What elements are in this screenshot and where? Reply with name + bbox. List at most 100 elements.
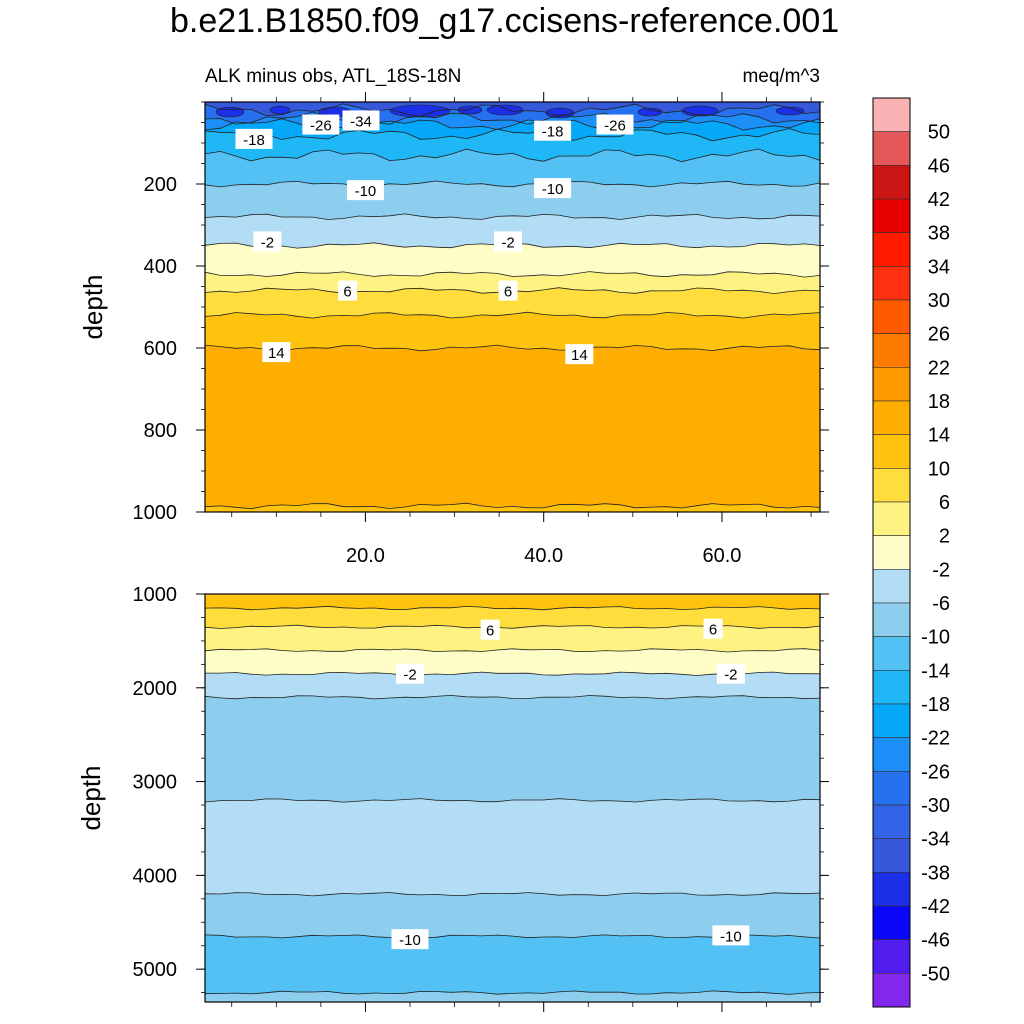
colorbar-label: 50	[928, 122, 950, 144]
surface-minimum	[215, 106, 245, 118]
colorbar-label: -18	[921, 694, 950, 716]
colorbar-swatch	[872, 939, 911, 974]
contour-label: 6	[709, 622, 717, 639]
contour-label: -2	[403, 667, 416, 684]
lower-contour-bands	[205, 594, 820, 1002]
ytick-label: 3000	[133, 772, 178, 794]
lower-panel: 6 6 -2 -2 -10 -10 1000 2000 3000 4000 5000 depth	[76, 584, 829, 1012]
contour-label: -18	[542, 124, 564, 141]
lower-plot-frame	[204, 593, 821, 1003]
colorbar-swatch	[872, 771, 911, 806]
contour-line	[204, 148, 821, 163]
colorbar-swatch	[872, 703, 911, 738]
colorbar-swatch	[872, 232, 911, 267]
colorbar-frame	[872, 97, 911, 1008]
colorbar-label: 10	[928, 458, 950, 480]
ytick-label: 5000	[133, 959, 178, 981]
contour-line	[204, 111, 821, 125]
colorbar-swatch	[872, 602, 911, 637]
contour-band	[205, 503, 820, 512]
colorbar-swatch	[872, 367, 911, 402]
colorbar-label: 22	[928, 357, 950, 379]
contour-line	[204, 311, 821, 319]
colorbar-label: -14	[921, 660, 950, 682]
surface-minimum	[389, 104, 451, 118]
colorbar-label: -42	[921, 896, 950, 918]
contour-line	[204, 892, 821, 897]
contour-band	[205, 934, 820, 1002]
colorbar-label: 38	[928, 223, 950, 245]
chart-title: b.e21.B1850.f09_g17.ccisens-reference.00…	[170, 2, 840, 40]
contour-line	[204, 648, 821, 653]
xtick-label: 60.0	[702, 545, 741, 567]
surface-minimum	[269, 105, 291, 115]
ytick-label: 2000	[133, 678, 178, 700]
contour-label: -2	[724, 667, 737, 684]
lower-contour-labels: 6 6 -2 -2 -10 -10	[391, 618, 750, 950]
colorbar-swatch	[872, 333, 911, 368]
contour-band	[205, 345, 820, 512]
colorbar-label: 30	[928, 290, 950, 312]
upper-contour-labels: -18-26 -34-18 -26-10 -10-2 -26 614 14	[235, 110, 634, 365]
contour-line	[204, 990, 821, 995]
colorbar-label: 14	[928, 425, 950, 447]
colorbar-swatch	[872, 973, 911, 1008]
colorbar-swatch	[872, 266, 911, 301]
ytick-label: 600	[144, 338, 177, 360]
contour-line	[204, 180, 821, 188]
contour-label-box	[235, 128, 273, 149]
ytick-label: 1000	[133, 502, 178, 524]
contour-label: -26	[604, 118, 626, 135]
contour-label: -2	[261, 234, 274, 251]
colorbar-label: -10	[921, 627, 950, 649]
xtick-label: 40.0	[524, 545, 563, 567]
contour-label: -10	[542, 181, 564, 198]
ytick-label: 400	[144, 256, 177, 278]
contour-band	[205, 990, 820, 1002]
upper-axes: 200 400 600 800 1000 20.0 40.0 60.0	[133, 92, 829, 567]
colorbar-swatch	[872, 872, 911, 907]
colorbar-label: -2	[932, 559, 950, 581]
colorbar-swatch	[872, 131, 911, 166]
lower-axes: 1000 2000 3000 4000 5000	[133, 584, 829, 1012]
contour-label: 6	[343, 284, 351, 301]
contour-line	[204, 213, 821, 220]
contour-label: -10	[355, 183, 377, 200]
colorbar-swatch	[872, 299, 911, 334]
contour-label-box	[498, 280, 518, 301]
colorbar-label: -6	[932, 593, 950, 615]
colorbar-label: 42	[928, 189, 950, 211]
ytick-label: 4000	[133, 865, 178, 887]
colorbar: 50 46 42 38 34 30 26 22 18 14 10 6 2 -2 -6 -10 -14 -18 -22…	[872, 97, 950, 1008]
upper-ylabel: depth	[78, 274, 108, 339]
surface-minimum	[775, 106, 805, 116]
contour-line	[204, 798, 821, 803]
contour-label-box	[302, 114, 340, 135]
contour-label: -34	[350, 113, 372, 130]
contour-label: 14	[571, 347, 588, 364]
ytick-label: 200	[144, 174, 177, 196]
colorbar-swatch	[872, 501, 911, 536]
colorbar-label: 26	[928, 324, 950, 346]
colorbar-label: 18	[928, 391, 950, 413]
colorbar-label: -46	[921, 930, 950, 952]
colorbar-swatch	[872, 468, 911, 503]
colorbar-label: -30	[921, 795, 950, 817]
contour-label-box	[338, 280, 358, 301]
colorbar-label: 34	[928, 256, 950, 278]
ytick-label: 1000	[133, 584, 178, 606]
subtitle-left: ALK minus obs, ATL_18S-18N	[205, 66, 461, 87]
contour-label-box	[391, 929, 429, 950]
colorbar-label: -38	[921, 862, 950, 884]
colorbar-swatch	[872, 198, 911, 233]
contour-label: 14	[268, 345, 285, 362]
contour-label-box	[565, 344, 594, 365]
contour-line	[204, 502, 821, 510]
contour-line	[204, 271, 821, 278]
colorbar-swatch	[872, 165, 911, 200]
colorbar-swatch	[872, 434, 911, 469]
colorbar-swatch	[872, 97, 911, 132]
contour-label: -18	[243, 132, 265, 149]
colorbar-label: -50	[921, 963, 950, 985]
